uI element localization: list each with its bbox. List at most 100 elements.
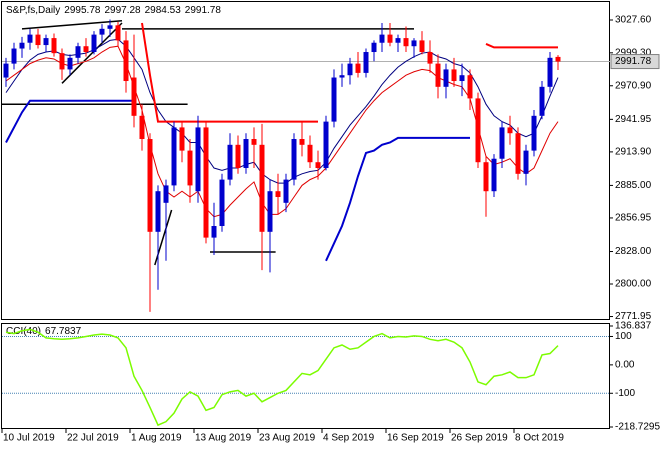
candle-body [483,162,489,192]
candle-body [227,144,233,180]
candle-body [499,127,505,159]
candle-body [427,52,433,64]
candle-body [19,42,25,49]
y-tick-label: 2885.00 [615,180,652,191]
candle-body [507,127,513,134]
candle-body [531,115,537,151]
y-tick-label: 2941.95 [615,114,652,125]
candle-body [115,25,121,41]
candle-body [363,52,369,73]
candle-body [451,69,457,82]
candle-body [331,77,337,122]
candle-body [235,144,241,169]
trendline [61,22,123,84]
candle-body [43,38,49,46]
candle-body [211,226,217,238]
candle-body [355,63,361,73]
x-tick-label: 26 Sep 2019 [451,433,508,444]
candle-body [163,185,169,203]
x-tick-label: 23 Aug 2019 [259,433,316,444]
indicator-line [5,38,559,184]
candle-body [283,179,289,203]
candle-body [275,191,281,198]
y-tick-label: 2856.95 [615,213,652,224]
indicator-line [141,22,558,123]
candle-body [547,57,553,87]
candle-body [475,98,481,163]
candle-body [459,75,465,82]
y-tick-label: 2828.00 [615,246,652,257]
x-tick-label: 10 Jul 2019 [3,433,55,444]
candle-body [555,56,561,62]
x-tick-label: 8 Oct 2019 [515,433,564,444]
candle-body [3,63,9,78]
indicator-line [5,99,470,262]
candle-body [83,46,89,53]
cci-last-value: 67.7837 [45,326,82,337]
candle-body [371,42,377,53]
candle-body [91,34,97,53]
candle-body [323,121,329,169]
x-tick-label: 13 Aug 2019 [195,433,252,444]
candle-body [155,191,161,232]
candle-body [379,34,385,43]
price-tag [610,54,660,70]
candle-body [339,75,345,78]
candle-body [387,34,393,43]
candle-body [307,144,313,163]
candle-body [435,63,441,87]
cci-window [1,323,610,429]
y-tick-label: 0.00 [615,360,635,371]
y-tick-label: 2771.95 [615,311,652,322]
candle-body [291,139,297,180]
candle-body [147,139,153,232]
candle-body [419,40,425,53]
candle-body [403,38,409,47]
x-tick-label: 16 Sep 2019 [387,433,444,444]
candle-body [59,53,65,70]
candle-body [179,127,185,151]
candle-body [11,48,17,64]
chart-title: S&P,fs,Daily [6,5,60,16]
candle-body [515,133,521,174]
indicator-line [5,45,559,218]
candle-body [523,150,529,174]
y-tick-label: 2800.00 [615,279,652,290]
x-tick-label: 4 Sep 2019 [323,433,375,444]
cci-line [5,328,559,427]
candle-body [491,158,497,192]
candle-body [99,28,105,35]
y-tick-label: 136.837 [615,321,652,332]
candle-body [131,77,137,116]
candle-body [315,162,321,169]
candle-body [75,46,81,58]
y-tick-label: -100 [615,388,635,399]
candle-body [259,144,265,232]
candle-body [187,150,193,186]
candle-body [195,127,201,192]
candle-body [203,127,209,238]
trendline [21,19,123,30]
candle-body [267,191,273,232]
candle-body [395,38,401,43]
x-tick-label: 1 Aug 2019 [131,433,182,444]
candle-body [139,115,145,140]
y-tick-label: 2999.30 [615,47,652,58]
candle-body [67,57,73,70]
y-tick-label: 100 [615,331,632,342]
high-value: 2997.28 [104,5,141,16]
candle-body [27,34,33,43]
low-value: 2984.53 [145,5,182,16]
candle-body [467,75,473,99]
candle-body [51,38,57,54]
candle-body [171,127,177,186]
price-window [1,1,610,320]
candle-body [411,40,417,47]
chart-header: S&P,fs,Daily 2995.78 2997.28 2984.53 2991.78 [6,5,221,16]
candle-body [219,179,225,227]
candle-body [243,139,249,169]
candle-body [347,63,353,76]
candle-body [107,25,113,29]
